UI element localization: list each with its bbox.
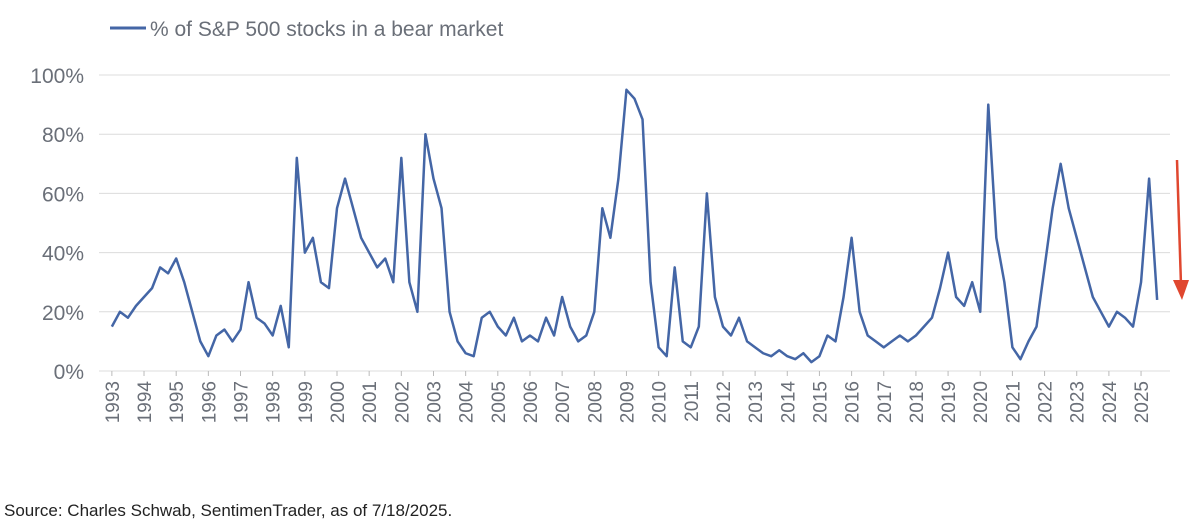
x-tick-label: 2012 xyxy=(714,381,735,423)
y-tick-label: 100% xyxy=(30,65,84,88)
x-tick-label: 1999 xyxy=(296,381,317,423)
x-tick-label: 2010 xyxy=(650,381,671,423)
y-tick-label: 40% xyxy=(42,243,84,266)
arrow xyxy=(1173,159,1189,300)
x-tick-label: 1993 xyxy=(103,381,124,423)
x-tick-label: 2011 xyxy=(682,381,703,422)
source-note: Source: Charles Schwab, SentimenTrader, … xyxy=(4,501,452,520)
data-line xyxy=(110,88,1159,364)
x-tick-label: 2021 xyxy=(1003,381,1024,423)
x-tick-label: 2008 xyxy=(585,381,606,423)
x-tick-label: 2014 xyxy=(778,381,799,424)
legend-label: % of S&P 500 stocks in a bear market xyxy=(150,18,503,41)
x-tick-label: 2022 xyxy=(1036,381,1057,423)
x-tick-label: 2019 xyxy=(939,381,960,423)
x-tick-label: 2017 xyxy=(875,381,896,423)
x-tick-label: 2020 xyxy=(971,381,992,423)
x-tick-label: 2002 xyxy=(392,381,413,423)
x-tick-label: 1994 xyxy=(135,381,156,424)
y-tick-label: 0% xyxy=(54,361,84,384)
x-tick-label: 2016 xyxy=(843,381,864,423)
x-tick-label: 1996 xyxy=(199,381,220,423)
x-tick-label: 2000 xyxy=(328,381,349,423)
x-tick-label: 2015 xyxy=(810,381,831,423)
x-tick-label: 2024 xyxy=(1100,381,1121,424)
x-tick-label: 2003 xyxy=(424,381,445,423)
x-tick-label: 2013 xyxy=(746,381,767,423)
x-tick-label: 2009 xyxy=(617,381,638,423)
x-tick-label: 1995 xyxy=(167,381,188,423)
x-tick-label: 2006 xyxy=(521,381,542,423)
y-tick-label: 60% xyxy=(42,183,84,206)
x-tick-label: 1997 xyxy=(232,381,253,423)
x-tick-label: 2004 xyxy=(457,381,478,424)
x-tick-label: 2018 xyxy=(907,381,928,423)
x-tick-label: 2025 xyxy=(1132,381,1153,423)
x-tick-label: 1998 xyxy=(264,381,285,423)
x-tick-label: 2005 xyxy=(489,381,510,423)
x-tick-label: 2023 xyxy=(1068,381,1089,423)
y-tick-label: 20% xyxy=(42,302,84,325)
y-tick-label: 80% xyxy=(42,124,84,147)
x-tick-label: 2007 xyxy=(553,381,574,423)
x-tick-label: 2001 xyxy=(360,381,381,423)
